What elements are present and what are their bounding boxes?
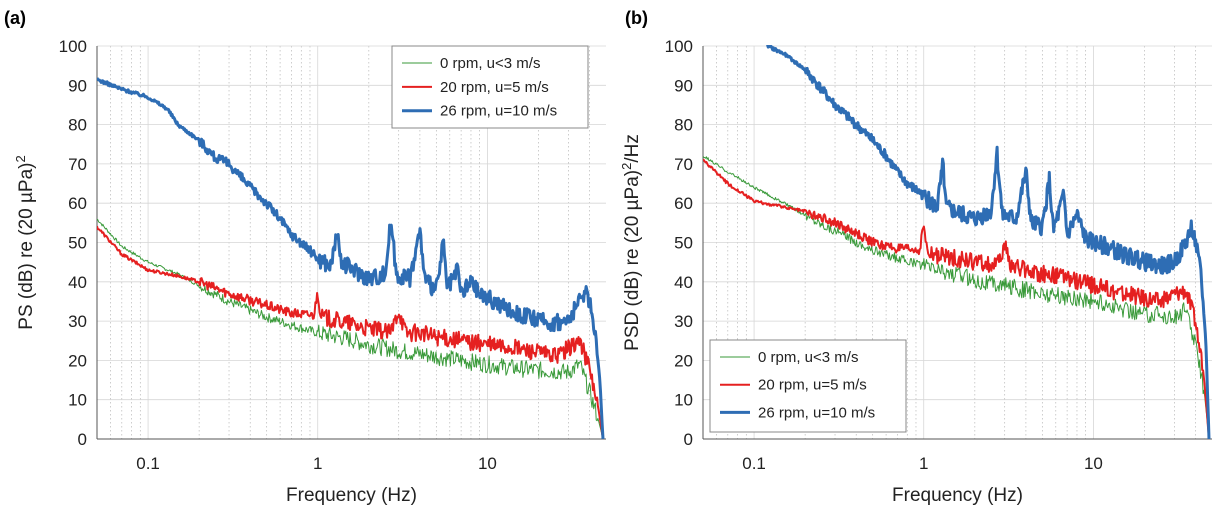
y-tick-label: 60 (68, 194, 87, 213)
y-tick-label: 40 (674, 273, 693, 292)
y-tick-label: 10 (68, 391, 87, 410)
gridlines (703, 45, 1212, 440)
legend-entry: 26 rpm, u=10 m/s (440, 103, 557, 120)
y-axis-label: PS (dB) re (20 µPa)2 (13, 155, 37, 329)
legend: 0 rpm, u<3 m/s 20 rpm, u=5 m/s 26 rpm, u=1… (391, 45, 589, 129)
series-line-2 (703, 158, 1210, 440)
y-axis-label-sup: 2 (13, 155, 28, 162)
legend-entry: 0 rpm, u<3 m/s (758, 349, 858, 366)
y-tick-label: 10 (674, 391, 693, 410)
y-tick-label: 40 (68, 273, 87, 292)
y-axis-label-base: PSD (dB) re (20 µPa) (622, 170, 643, 351)
panel-label: (a) (4, 8, 26, 28)
y-tick-label: 70 (674, 155, 693, 174)
legend-entry: 26 rpm, u=10 m/s (758, 404, 875, 421)
y-axis-label: PSD (dB) re (20 µPa)2/Hz (619, 134, 643, 351)
y-tick-label: 70 (68, 155, 87, 174)
legend-entry: 0 rpm, u<3 m/s (440, 55, 540, 72)
x-tick-label: 1 (313, 454, 322, 473)
x-tick-label: 0.1 (136, 454, 160, 473)
y-tick-label: 50 (68, 234, 87, 253)
legend: 0 rpm, u<3 m/s 20 rpm, u=5 m/s 26 rpm, u=1… (709, 339, 907, 433)
y-tick-label: 30 (68, 312, 87, 331)
y-axis-label-base: PS (dB) re (20 µPa) (16, 163, 37, 330)
series-group (703, 45, 1211, 440)
legend-entry: 20 rpm, u=5 m/s (440, 79, 549, 96)
y-tick-label: 50 (674, 234, 693, 253)
panel-a: 0 10 20 30 40 50 60 70 80 90 100 0.1 1 10 (a) Frequency… (4, 8, 606, 506)
y-tick-label: 60 (674, 194, 693, 213)
x-tick-label: 0.1 (742, 454, 766, 473)
y-tick-label: 100 (59, 37, 87, 56)
legend-box (709, 339, 907, 433)
x-tick-label: 10 (1084, 454, 1103, 473)
series-line-3 (766, 45, 1211, 440)
series-group (97, 77, 605, 440)
y-tick-label: 20 (68, 351, 87, 370)
y-tick-label: 0 (78, 430, 87, 449)
y-tick-label: 0 (684, 430, 693, 449)
y-tick-label: 80 (68, 116, 87, 135)
y-axis-label-tail: /Hz (622, 134, 643, 163)
y-tick-label: 100 (665, 37, 693, 56)
x-axis-label: Frequency (Hz) (892, 485, 1023, 506)
y-tick-label: 90 (674, 76, 693, 95)
series-line-2 (97, 225, 604, 440)
y-tick-label: 80 (674, 116, 693, 135)
panel-b: 0 10 20 30 40 50 60 70 80 90 100 0.1 1 10 (b) Frequency… (619, 8, 1212, 506)
series-line-1 (703, 155, 1210, 440)
legend-entry: 20 rpm, u=5 m/s (758, 377, 867, 394)
series-line-3 (97, 77, 605, 440)
y-tick-label: 30 (674, 312, 693, 331)
panel-label: (b) (625, 8, 648, 28)
x-axis-label: Frequency (Hz) (286, 485, 417, 506)
y-tick-label: 90 (68, 76, 87, 95)
x-tick-label: 10 (478, 454, 497, 473)
y-axis-label-sup: 2 (619, 163, 634, 170)
x-tick-label: 1 (919, 454, 928, 473)
y-tick-label: 20 (674, 351, 693, 370)
